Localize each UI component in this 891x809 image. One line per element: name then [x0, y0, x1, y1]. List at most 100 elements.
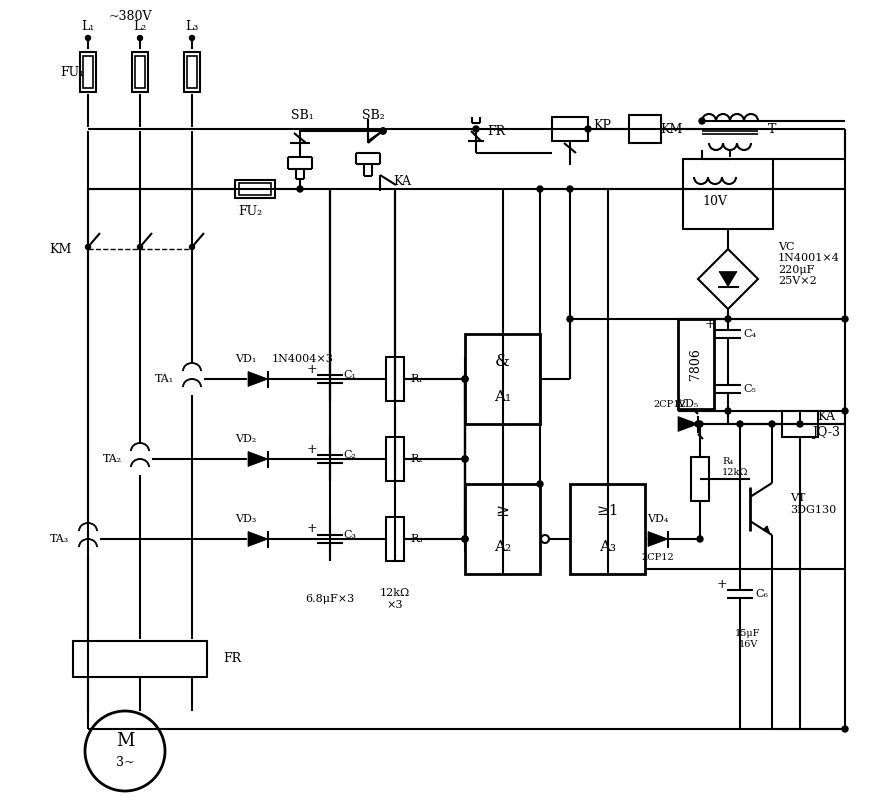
Circle shape [537, 481, 543, 487]
Polygon shape [248, 371, 268, 387]
Text: VD₃: VD₃ [235, 514, 257, 524]
Circle shape [462, 376, 468, 382]
Bar [135, 56, 145, 88]
Text: TA₁: TA₁ [154, 374, 174, 384]
Text: C₆: C₆ [756, 589, 769, 599]
Circle shape [725, 408, 731, 414]
Circle shape [86, 244, 91, 249]
Text: VT
3DG130: VT 3DG130 [790, 493, 837, 515]
Text: SB₁: SB₁ [290, 108, 314, 121]
Circle shape [137, 244, 143, 249]
Bar [629, 115, 661, 143]
Polygon shape [648, 532, 668, 547]
Bar [235, 180, 275, 198]
Text: FR: FR [223, 653, 241, 666]
Bar [782, 411, 818, 437]
Text: +: + [307, 523, 317, 536]
Circle shape [725, 316, 731, 322]
Bar [83, 56, 93, 88]
Text: FR: FR [487, 125, 505, 138]
Bar [386, 437, 404, 481]
Text: KP: KP [593, 118, 611, 132]
Circle shape [567, 186, 573, 192]
Circle shape [697, 536, 703, 542]
Text: R₄
12kΩ: R₄ 12kΩ [722, 457, 748, 477]
Circle shape [695, 421, 701, 427]
Text: 3~: 3~ [116, 756, 135, 769]
Circle shape [190, 36, 194, 40]
Text: C₅: C₅ [744, 384, 756, 394]
Bar [386, 517, 404, 561]
Circle shape [473, 126, 479, 132]
Text: 12kΩ
×3: 12kΩ ×3 [380, 588, 410, 610]
Circle shape [537, 186, 543, 192]
Text: VD₄: VD₄ [648, 514, 668, 524]
Circle shape [190, 244, 194, 249]
Circle shape [769, 421, 775, 427]
Bar [80, 52, 96, 92]
Bar [570, 484, 645, 574]
Circle shape [380, 128, 386, 134]
Polygon shape [248, 532, 268, 547]
Text: KM: KM [49, 243, 71, 256]
Bar [465, 334, 540, 424]
Circle shape [462, 376, 468, 382]
Bar [683, 159, 773, 229]
Text: L₃: L₃ [185, 19, 199, 32]
Text: A₁: A₁ [494, 390, 511, 404]
Text: JQ-3: JQ-3 [812, 426, 840, 438]
Text: 15μF
16V: 15μF 16V [735, 629, 761, 649]
Circle shape [380, 128, 386, 134]
Circle shape [585, 126, 591, 132]
Circle shape [137, 36, 143, 40]
Circle shape [462, 536, 468, 542]
Text: A₃: A₃ [599, 540, 616, 554]
Text: &: & [495, 353, 510, 370]
Text: KM: KM [660, 122, 683, 135]
Circle shape [462, 536, 468, 542]
Circle shape [737, 421, 743, 427]
Text: VD₂: VD₂ [235, 434, 257, 444]
Circle shape [462, 456, 468, 462]
Text: C₂: C₂ [344, 450, 356, 460]
Text: 1N4004×3: 1N4004×3 [272, 354, 334, 364]
Text: R₁: R₁ [411, 374, 423, 384]
Circle shape [699, 118, 705, 124]
Circle shape [842, 408, 848, 414]
Bar [465, 484, 540, 574]
Text: ≥1: ≥1 [596, 504, 618, 518]
Text: +: + [705, 317, 715, 331]
Bar [239, 183, 271, 195]
Text: ~380V: ~380V [108, 10, 151, 23]
Text: L₂: L₂ [134, 19, 147, 32]
Text: FU₂: FU₂ [238, 205, 262, 218]
Text: 2CP12: 2CP12 [642, 553, 674, 561]
Bar [552, 117, 588, 141]
Bar [691, 457, 709, 501]
Text: FU₁: FU₁ [60, 66, 84, 78]
Text: KA: KA [393, 175, 411, 188]
Polygon shape [248, 451, 268, 467]
Text: T: T [768, 122, 776, 135]
Circle shape [842, 316, 848, 322]
Text: C₁: C₁ [344, 370, 356, 380]
Bar [386, 357, 404, 401]
Text: R₂: R₂ [411, 454, 423, 464]
Bar [187, 56, 197, 88]
Polygon shape [719, 272, 737, 286]
Circle shape [86, 36, 91, 40]
Text: SB₂: SB₂ [362, 108, 384, 121]
Text: ≥: ≥ [495, 502, 510, 519]
Text: 2CP12: 2CP12 [654, 400, 686, 409]
Text: 10V: 10V [702, 194, 727, 207]
Circle shape [462, 456, 468, 462]
Bar [73, 641, 207, 677]
Bar [184, 52, 200, 92]
Text: +: + [307, 443, 317, 455]
Text: KA: KA [817, 409, 835, 422]
Text: C₃: C₃ [344, 530, 356, 540]
Text: R₃: R₃ [411, 534, 423, 544]
Text: C₄: C₄ [743, 329, 756, 339]
Bar [132, 52, 148, 92]
Text: L₁: L₁ [81, 19, 94, 32]
